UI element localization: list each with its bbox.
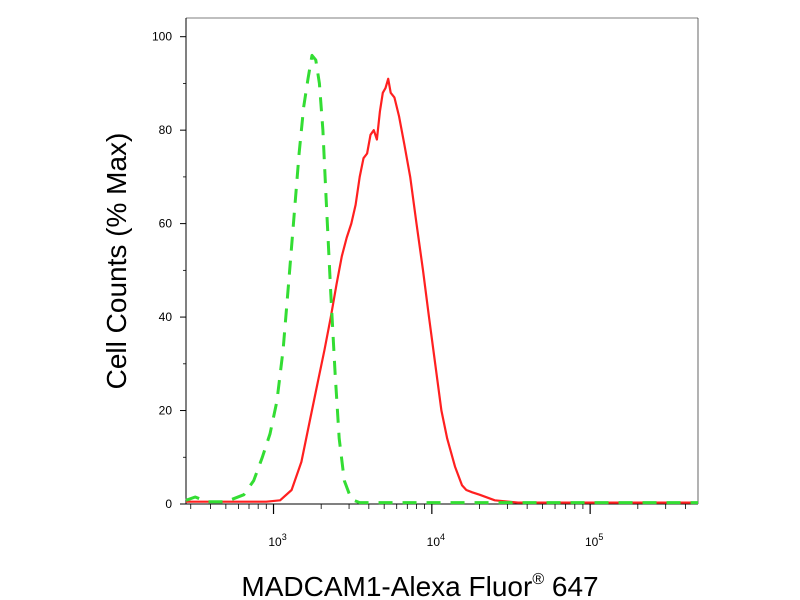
- y-axis-title: Cell Counts (% Max): [101, 133, 132, 390]
- y-tick-label: 20: [159, 404, 173, 418]
- series-layer: [185, 53, 698, 505]
- x-tick-label: 103: [268, 532, 286, 549]
- x-axis-title: MADCAM1-Alexa Fluor® 647: [241, 571, 598, 600]
- plot-area: [185, 17, 699, 505]
- x-ticks: 103 104 105: [190, 504, 686, 549]
- y-tick-label: 0: [165, 497, 172, 511]
- y-tick-label: 60: [159, 217, 173, 231]
- series-line-dashed: [185, 53, 698, 505]
- x-axis-title-suffix: 647: [544, 571, 599, 600]
- x-axis-title-sup: ®: [532, 571, 544, 588]
- x-tick-label: 105: [585, 532, 603, 549]
- x-axis-title-main: MADCAM1-Alexa Fluor: [241, 571, 532, 600]
- y-tick-label: 80: [159, 123, 173, 137]
- x-tick-label: 104: [427, 532, 445, 549]
- y-tick-label: 100: [152, 30, 172, 44]
- y-tick-label: 40: [159, 310, 173, 324]
- series-line-solid: [186, 77, 698, 504]
- y-ticks: 0 20 40 60 80 100: [152, 30, 186, 511]
